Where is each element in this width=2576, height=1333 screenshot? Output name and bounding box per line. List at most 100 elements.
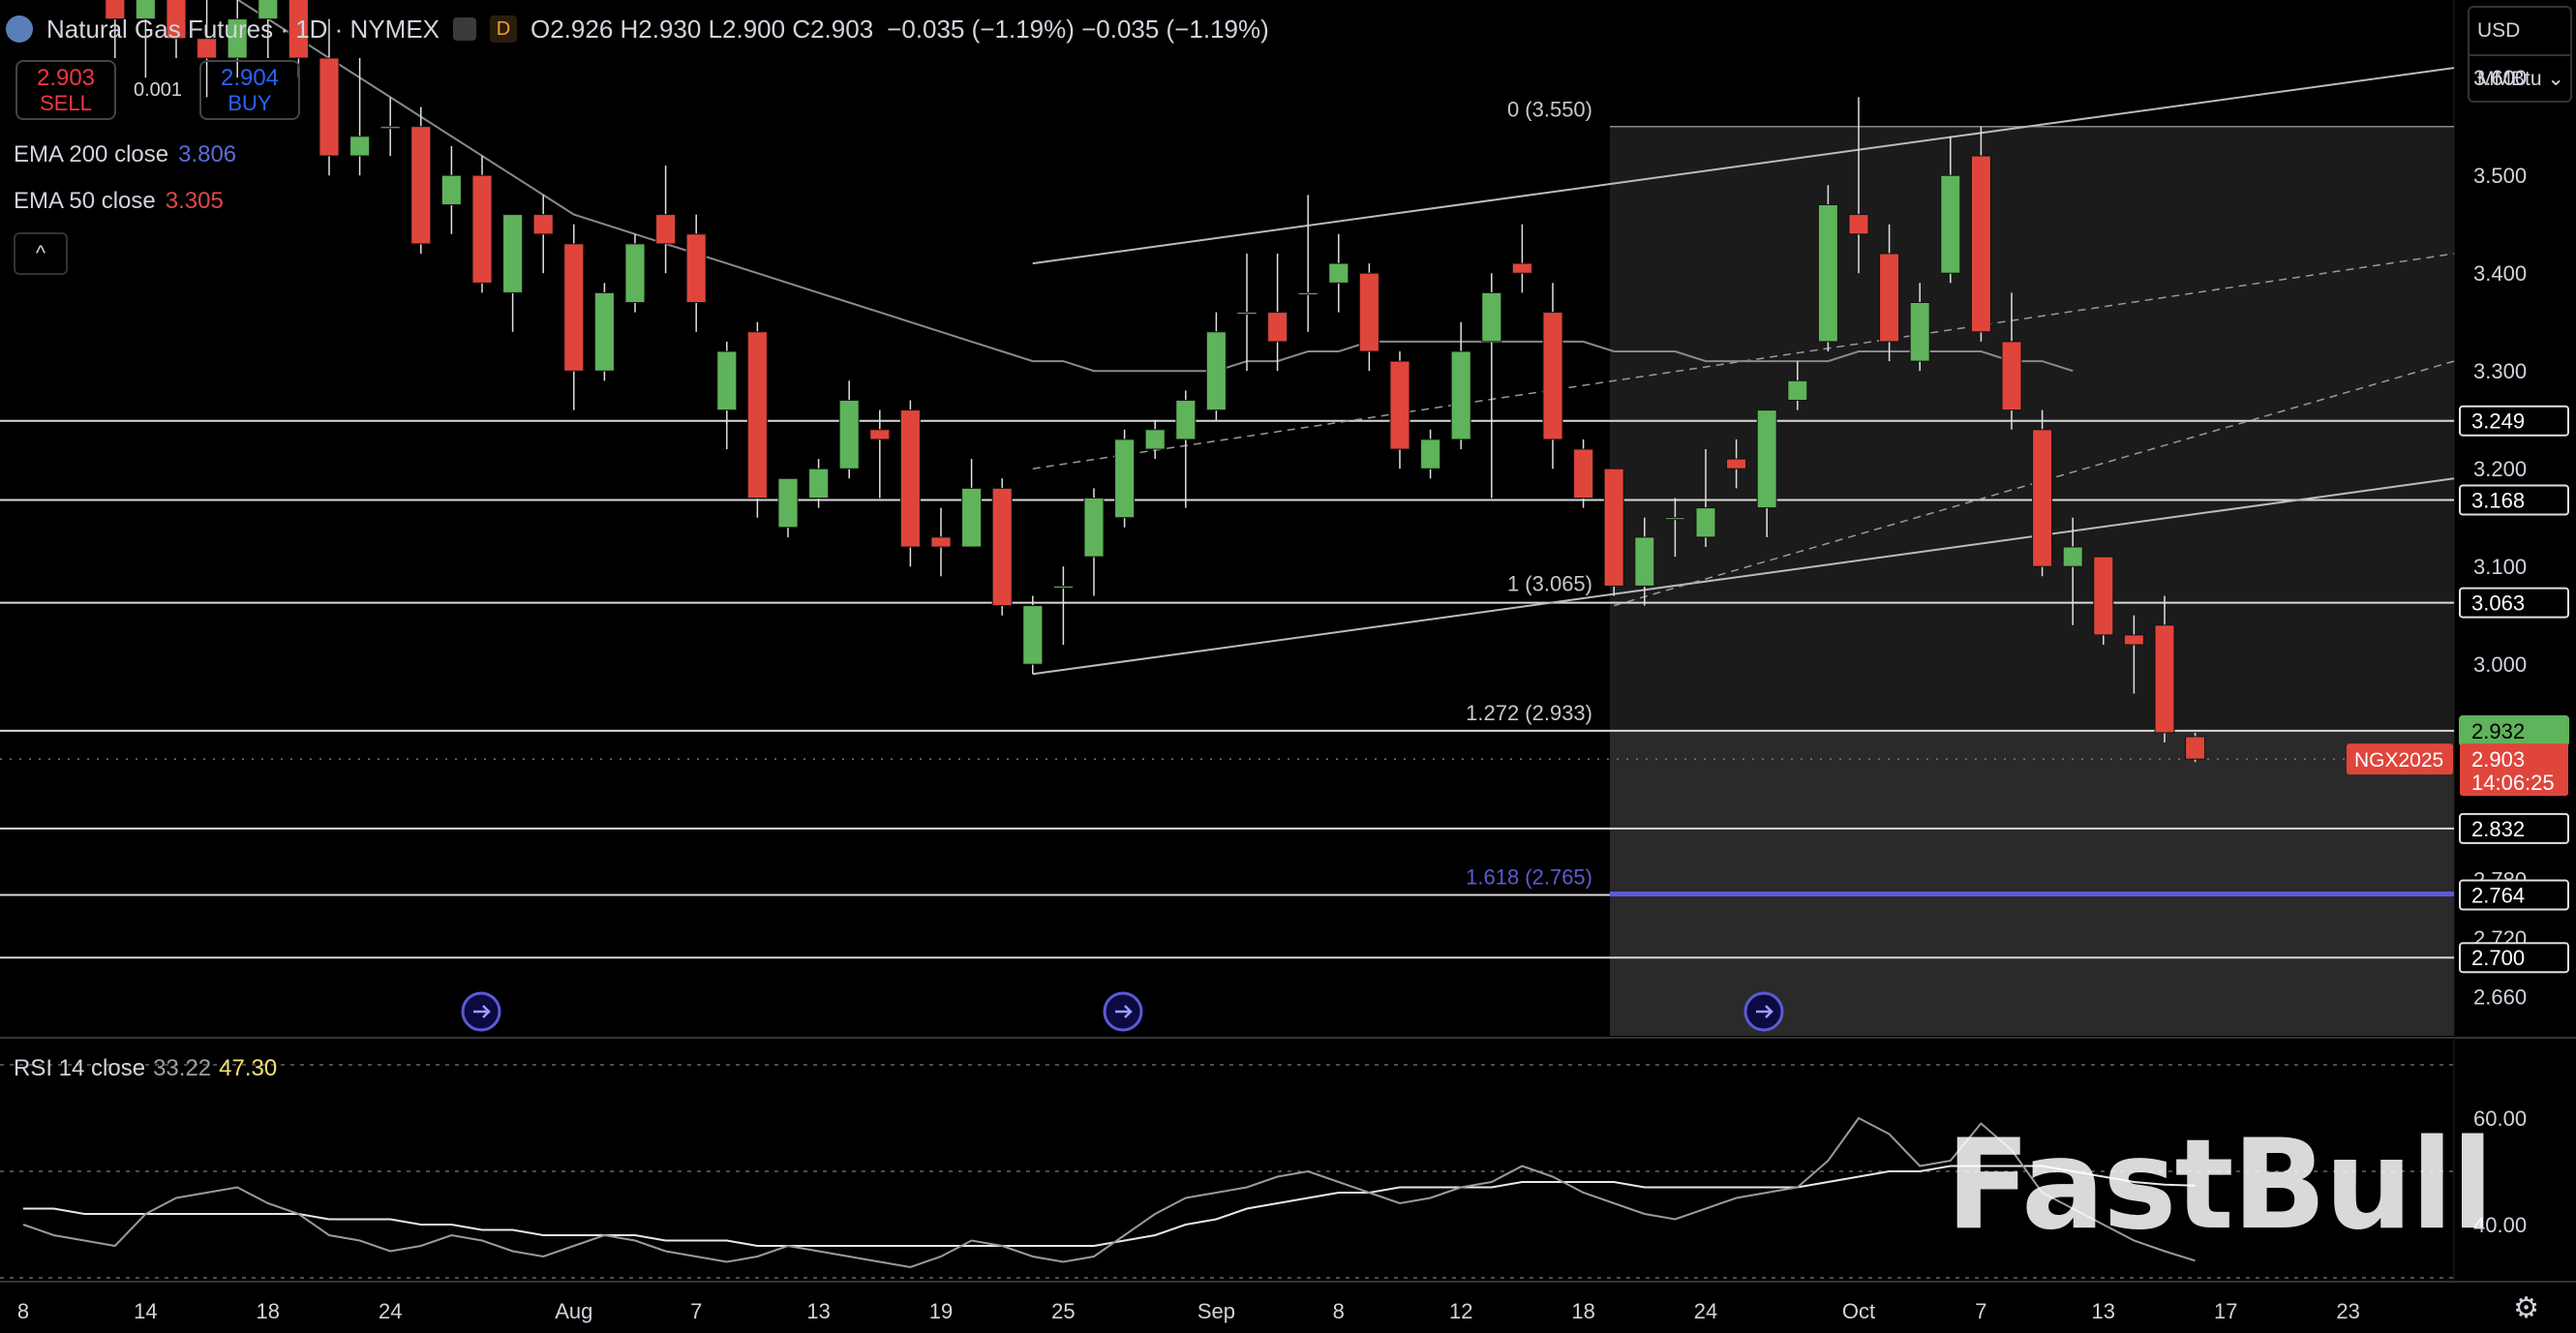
candle-body bbox=[1450, 350, 1471, 440]
level-price-tag-label: 3.168 bbox=[2471, 489, 2525, 513]
ema200-legend[interactable]: EMA 200 close 3.806 bbox=[14, 141, 236, 168]
level-price-tag-label: 3.063 bbox=[2471, 591, 2525, 616]
time-tick-label: Aug bbox=[555, 1299, 592, 1323]
candle-body bbox=[2032, 429, 2053, 567]
candle-body bbox=[166, 0, 187, 40]
ema200-value: 3.806 bbox=[178, 141, 237, 167]
candle-body bbox=[1083, 498, 1105, 558]
candle bbox=[1420, 429, 1441, 479]
time-tick-label: 12 bbox=[1449, 1299, 1472, 1323]
currency-unit-selector[interactable]: USD MMBtu ⌄ bbox=[2468, 6, 2572, 103]
time-tick-label: 19 bbox=[929, 1299, 953, 1323]
candle-body bbox=[1205, 331, 1227, 411]
buy-label: BUY bbox=[227, 91, 272, 115]
settings-gear-icon[interactable]: ⚙ bbox=[2513, 1292, 2539, 1324]
level-price-tag-label: 2.764 bbox=[2471, 884, 2525, 908]
level-price-tag-label: 2.700 bbox=[2471, 946, 2525, 970]
candle bbox=[532, 195, 554, 274]
candle-body bbox=[961, 487, 983, 548]
currency-label[interactable]: USD bbox=[2477, 19, 2521, 42]
candle-body bbox=[593, 291, 615, 372]
fib-labels: 0 (3.550) 1 (3.065) 1.272 (2.933) 1.618 (2.… bbox=[461, 98, 1784, 1032]
candle-body bbox=[2093, 556, 2114, 636]
unit-label[interactable]: MMBtu ⌄ bbox=[2470, 54, 2570, 103]
rsi-pane: 60.00 40.00 bbox=[0, 1064, 2527, 1279]
candle-body bbox=[1817, 204, 1838, 343]
candle-body bbox=[2001, 341, 2022, 411]
time-tick-label: 14 bbox=[134, 1299, 157, 1323]
level-price-tag bbox=[2459, 879, 2569, 911]
price-tick-label: 3.200 bbox=[2473, 457, 2527, 481]
candle bbox=[349, 58, 371, 176]
buy-button[interactable]: 2.904 BUY bbox=[199, 60, 300, 120]
rsi-line bbox=[22, 1116, 2196, 1269]
candle bbox=[471, 156, 493, 293]
candle bbox=[1542, 283, 1563, 470]
candle bbox=[777, 477, 799, 537]
symbol-title[interactable]: Natural Gas Futures · 1D · NYMEX bbox=[46, 14, 439, 44]
candle bbox=[899, 400, 921, 567]
candle-body bbox=[685, 233, 707, 303]
candle bbox=[440, 145, 462, 234]
candle-body bbox=[2062, 546, 2083, 567]
candle bbox=[410, 106, 432, 254]
candle bbox=[655, 166, 677, 274]
event-marker-icon bbox=[1743, 991, 1784, 1032]
time-tick-label: Sep bbox=[1197, 1299, 1235, 1323]
candle-body bbox=[227, 18, 248, 59]
candle-body bbox=[991, 487, 1013, 607]
ema200-label: EMA 200 close bbox=[14, 141, 169, 167]
sell-button[interactable]: 2.903 SELL bbox=[15, 60, 116, 120]
price-change: −0.035 (−1.19%) −0.035 (−1.19%) bbox=[887, 14, 1269, 44]
candle bbox=[2001, 292, 2022, 430]
candle bbox=[1695, 449, 1716, 547]
candle-body bbox=[135, 0, 156, 20]
candle bbox=[2093, 556, 2114, 645]
candle-body bbox=[1022, 605, 1044, 665]
time-tick-label: 8 bbox=[17, 1299, 29, 1323]
candle bbox=[1022, 595, 1044, 675]
fib-label: 0 (3.550) bbox=[1507, 98, 1592, 122]
collapse-legend-button[interactable]: ^ bbox=[14, 232, 68, 275]
candle-body bbox=[1879, 253, 1900, 343]
candle-body bbox=[349, 136, 371, 157]
candle bbox=[1236, 254, 1258, 372]
ema50-legend[interactable]: EMA 50 close 3.305 bbox=[14, 188, 224, 215]
candle-body bbox=[1634, 536, 1655, 587]
data-window-icon[interactable] bbox=[453, 17, 476, 41]
candle bbox=[1848, 97, 1869, 274]
candle-body bbox=[379, 126, 401, 130]
candle bbox=[1481, 273, 1502, 499]
time-tick-label: 24 bbox=[379, 1299, 402, 1323]
price-tick-label: 3.400 bbox=[2473, 261, 2527, 286]
candle-body bbox=[1848, 214, 1869, 235]
candle bbox=[746, 321, 768, 518]
rsi-tick-label: 40.00 bbox=[2473, 1213, 2527, 1237]
rsi-ma-value: 47.30 bbox=[219, 1055, 278, 1081]
candle bbox=[1756, 409, 1777, 537]
candle bbox=[1144, 419, 1166, 460]
rsi-tick-label: 60.00 bbox=[2473, 1106, 2527, 1131]
candle bbox=[502, 214, 524, 332]
candle-body bbox=[288, 0, 309, 59]
candle-body bbox=[1389, 360, 1410, 450]
candle bbox=[930, 507, 952, 577]
level-price-tag-label: 2.832 bbox=[2471, 817, 2525, 841]
candle bbox=[838, 380, 860, 479]
time-tick-label: 18 bbox=[1571, 1299, 1594, 1323]
candle-body bbox=[1726, 458, 1747, 470]
buy-price: 2.904 bbox=[220, 65, 280, 91]
symbol-tag bbox=[2347, 743, 2453, 775]
price-tick-label: 3.000 bbox=[2473, 652, 2527, 677]
ema50-value: 3.305 bbox=[165, 188, 224, 214]
rsi-legend[interactable]: RSI 14 close 33.22 47.30 bbox=[14, 1055, 277, 1082]
candle-body bbox=[2154, 624, 2175, 734]
candle-body bbox=[1358, 272, 1379, 352]
fib-label: 1.618 (2.765) bbox=[1466, 865, 1592, 890]
candle bbox=[2062, 517, 2083, 625]
candle bbox=[1175, 390, 1197, 508]
candle bbox=[318, 18, 340, 176]
event-marker-icon bbox=[461, 991, 501, 1032]
candle bbox=[685, 214, 707, 332]
